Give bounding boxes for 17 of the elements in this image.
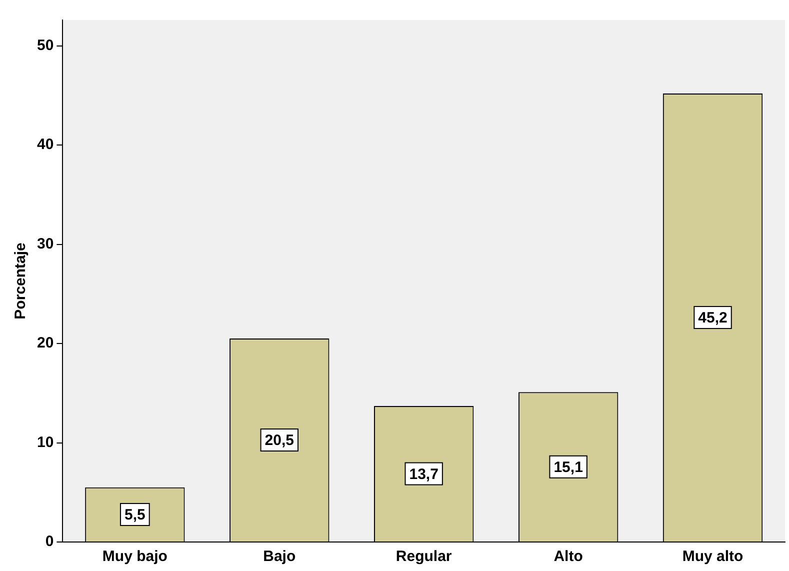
- x-tick-label: Regular: [396, 548, 452, 566]
- y-tick-label: 10: [36, 434, 54, 451]
- data-label: 45,2: [698, 310, 728, 327]
- y-tick-label: 50: [36, 36, 54, 54]
- data-label: 13,7: [409, 466, 438, 483]
- y-tick-label: 0: [45, 533, 54, 550]
- y-axis-title: Porcentaje: [12, 242, 30, 320]
- data-label: 5,5: [124, 506, 146, 524]
- data-label: 20,5: [264, 432, 294, 450]
- y-tick-label: 30: [36, 235, 54, 252]
- x-tick-label: Muy alto: [682, 548, 744, 566]
- y-tick-label: 20: [36, 334, 54, 352]
- data-label: 15,1: [554, 458, 583, 476]
- x-tick-label: Bajo: [263, 548, 296, 566]
- x-tick-label: Muy bajo: [102, 548, 168, 566]
- x-tick-label: Alto: [554, 548, 583, 566]
- y-tick-label: 40: [36, 136, 54, 154]
